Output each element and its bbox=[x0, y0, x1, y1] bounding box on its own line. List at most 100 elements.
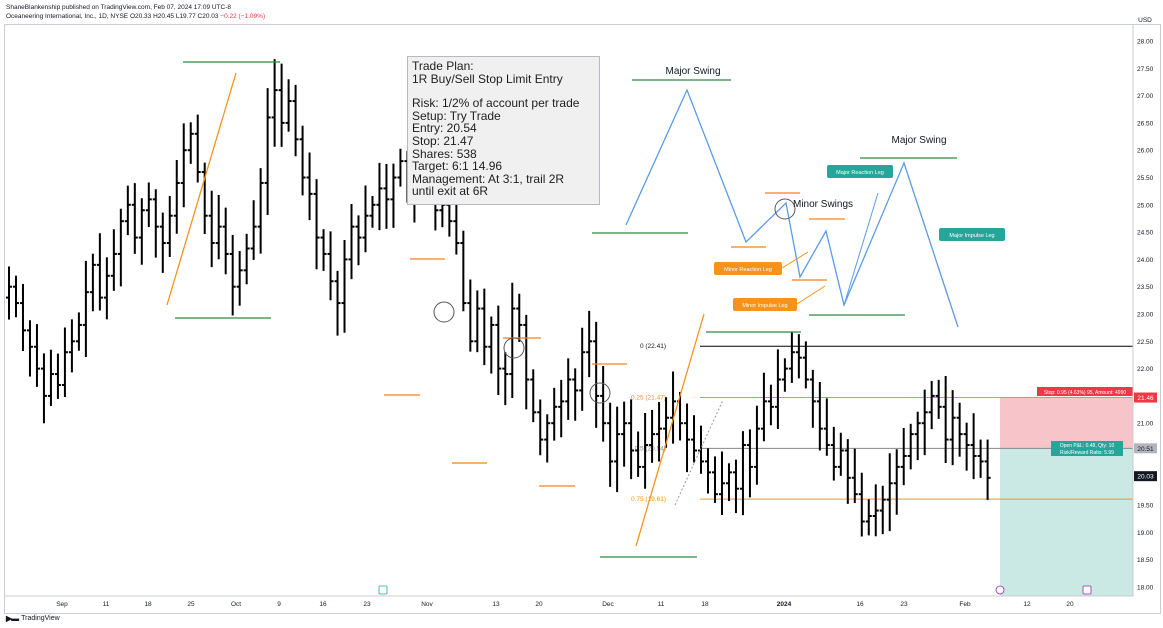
ohlc-bar[interactable] bbox=[858, 472, 865, 537]
ohlc-bar[interactable] bbox=[474, 290, 481, 353]
ohlc-bar[interactable] bbox=[215, 194, 222, 260]
ohlc-bar[interactable] bbox=[900, 428, 907, 486]
ohlc-bar[interactable] bbox=[642, 412, 649, 489]
ohlc-bar[interactable] bbox=[830, 426, 837, 481]
ohlc-bar[interactable] bbox=[96, 233, 103, 311]
ohlc-bar[interactable] bbox=[760, 372, 767, 442]
pivot-circle[interactable] bbox=[433, 301, 455, 323]
ohlc-bar[interactable] bbox=[75, 312, 82, 351]
ohlc-bar[interactable] bbox=[635, 431, 642, 477]
ohlc-bar[interactable] bbox=[299, 125, 306, 196]
ohlc-bar[interactable] bbox=[816, 381, 823, 451]
ohlc-bar[interactable] bbox=[537, 399, 544, 456]
ohlc-bar[interactable] bbox=[725, 463, 732, 502]
ohlc-bar[interactable] bbox=[970, 413, 977, 480]
ohlc-bar[interactable] bbox=[488, 316, 495, 374]
ohlc-bar[interactable] bbox=[320, 229, 327, 271]
ohlc-bar[interactable] bbox=[131, 183, 138, 254]
ohlc-bar[interactable] bbox=[495, 305, 502, 395]
ohlc-bar[interactable] bbox=[893, 449, 900, 515]
pnl-label-box[interactable] bbox=[1051, 441, 1123, 456]
ohlc-bar[interactable] bbox=[656, 402, 663, 462]
ohlc-bar[interactable] bbox=[781, 358, 788, 392]
ohlc-bar[interactable] bbox=[313, 179, 320, 270]
ohlc-bar[interactable] bbox=[509, 282, 516, 398]
ohlc-bar[interactable] bbox=[306, 152, 313, 221]
ohlc-bar[interactable] bbox=[54, 353, 61, 399]
ohlc-bar[interactable] bbox=[19, 284, 26, 352]
ohlc-bar[interactable] bbox=[173, 159, 180, 234]
ohlc-bar[interactable] bbox=[586, 310, 593, 378]
event-marker-icon[interactable] bbox=[1082, 585, 1092, 595]
ohlc-bar[interactable] bbox=[369, 196, 376, 228]
ohlc-bar[interactable] bbox=[460, 230, 467, 312]
ohlc-bar[interactable] bbox=[788, 332, 795, 383]
ohlc-bar[interactable] bbox=[250, 200, 257, 260]
ohlc-bar[interactable] bbox=[33, 324, 40, 387]
ohlc-bar[interactable] bbox=[481, 288, 488, 366]
major-impulse-leg-label-box[interactable] bbox=[939, 228, 1005, 241]
event-marker-icon[interactable] bbox=[995, 585, 1005, 595]
ohlc-bar[interactable] bbox=[117, 208, 124, 287]
ohlc-bar[interactable] bbox=[355, 215, 362, 266]
ohlc-bar[interactable] bbox=[12, 275, 19, 318]
ohlc-bar[interactable] bbox=[68, 319, 75, 373]
ohlc-bar[interactable] bbox=[607, 402, 614, 487]
ohlc-bar[interactable] bbox=[278, 63, 285, 147]
ohlc-bar[interactable] bbox=[110, 229, 117, 291]
major-reaction-leg-label-box[interactable] bbox=[827, 165, 893, 178]
ohlc-bar[interactable] bbox=[628, 399, 635, 480]
ohlc-bar[interactable] bbox=[579, 327, 586, 411]
ohlc-bar[interactable] bbox=[124, 185, 131, 236]
ohlc-bar[interactable] bbox=[26, 320, 33, 377]
ohlc-bar[interactable] bbox=[103, 257, 110, 320]
price-tag-entry[interactable] bbox=[1134, 443, 1157, 454]
ohlc-bar[interactable] bbox=[614, 406, 621, 493]
ohlc-bar[interactable] bbox=[194, 114, 201, 183]
ohlc-bar[interactable] bbox=[208, 190, 215, 268]
ohlc-bar[interactable] bbox=[977, 439, 984, 478]
ohlc-bar[interactable] bbox=[802, 341, 809, 389]
tradingview-logo-icon[interactable]: ▶▬ bbox=[6, 614, 19, 623]
ohlc-bar[interactable] bbox=[621, 401, 628, 467]
ohlc-bar[interactable] bbox=[739, 431, 746, 516]
ohlc-bar[interactable] bbox=[383, 164, 390, 229]
ohlc-bar[interactable] bbox=[698, 425, 705, 474]
pivot-circle[interactable] bbox=[589, 382, 611, 404]
stop-label-box[interactable] bbox=[1037, 387, 1133, 396]
minor-impulse-leg-label-box[interactable] bbox=[733, 298, 797, 311]
ohlc-bar[interactable] bbox=[47, 349, 54, 406]
ohlc-bar[interactable] bbox=[6, 266, 12, 320]
ohlc-bar[interactable] bbox=[711, 456, 718, 503]
ohlc-bar[interactable] bbox=[166, 195, 173, 258]
ohlc-bar[interactable] bbox=[187, 122, 194, 164]
ohlc-bar[interactable] bbox=[292, 84, 299, 157]
ohlc-bar[interactable] bbox=[264, 88, 271, 215]
ohlc-bar[interactable] bbox=[565, 358, 572, 420]
ohlc-bar[interactable] bbox=[348, 204, 355, 280]
ohlc-bar[interactable] bbox=[243, 233, 250, 285]
ohlc-bar[interactable] bbox=[795, 334, 802, 379]
ohlc-bar[interactable] bbox=[984, 439, 991, 500]
ohlc-bar[interactable] bbox=[327, 231, 334, 301]
ohlc-bar[interactable] bbox=[670, 371, 677, 444]
event-marker-icon[interactable] bbox=[378, 585, 388, 595]
ohlc-bar[interactable] bbox=[774, 349, 781, 429]
ohlc-bar[interactable] bbox=[691, 415, 698, 463]
ohlc-bar[interactable] bbox=[271, 59, 278, 147]
price-tag-last[interactable] bbox=[1134, 471, 1157, 482]
ohlc-bar[interactable] bbox=[467, 279, 474, 352]
price-tag-stop[interactable] bbox=[1134, 392, 1157, 403]
ohlc-bar[interactable] bbox=[159, 212, 166, 273]
ohlc-bar[interactable] bbox=[865, 499, 872, 536]
trade-plan-note[interactable]: Trade Plan: 1R Buy/Sell Stop Limit Entry… bbox=[407, 56, 600, 205]
ohlc-bar[interactable] bbox=[530, 369, 537, 423]
pivot-circle[interactable] bbox=[503, 337, 525, 359]
ohlc-bar[interactable] bbox=[928, 380, 935, 430]
ohlc-bar[interactable] bbox=[397, 148, 404, 187]
ohlc-bar[interactable] bbox=[89, 253, 96, 312]
ohlc-bar[interactable] bbox=[40, 353, 47, 424]
ohlc-bar[interactable] bbox=[753, 405, 760, 485]
ohlc-bar[interactable] bbox=[809, 369, 816, 428]
ohlc-bar[interactable] bbox=[551, 387, 558, 441]
